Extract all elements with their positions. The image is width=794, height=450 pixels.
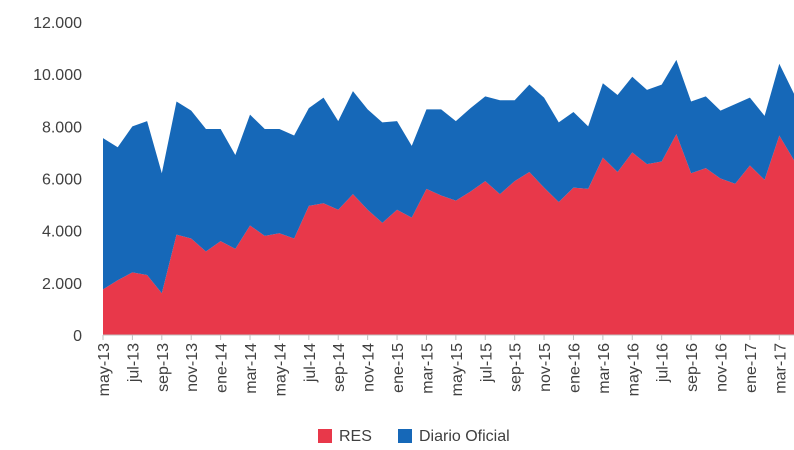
x-tick-label: nov-15 xyxy=(537,343,554,392)
y-tick-label: 4.000 xyxy=(42,224,82,241)
y-tick-label: 0 xyxy=(73,328,82,345)
area-series-res xyxy=(103,134,794,335)
legend-swatch xyxy=(398,429,412,443)
y-tick-label: 8.000 xyxy=(42,119,82,136)
x-tick-label: ene-16 xyxy=(566,343,583,393)
y-tick-label: 6.000 xyxy=(42,172,82,189)
y-tick-label: 12.000 xyxy=(33,15,82,32)
x-tick-label: sep-16 xyxy=(684,343,701,392)
legend-item-diario-oficial: Diario Oficial xyxy=(398,428,510,445)
y-tick-label: 10.000 xyxy=(33,67,82,84)
x-tick-label: jul-16 xyxy=(655,343,672,383)
x-tick-label: nov-16 xyxy=(713,343,730,392)
x-tick-label: ene-15 xyxy=(390,343,407,393)
legend-item-res: RES xyxy=(318,428,372,445)
x-tick-label: sep-13 xyxy=(155,343,172,392)
legend: RES Diario Oficial xyxy=(318,428,510,445)
x-tick-label: sep-15 xyxy=(508,343,525,392)
x-tick-label: may-14 xyxy=(272,343,289,396)
x-tick-label: sep-14 xyxy=(331,343,348,392)
x-tick-label: mar-17 xyxy=(772,343,789,394)
x-tick-label: jul-15 xyxy=(478,343,495,383)
x-tick-label: jul-14 xyxy=(302,343,319,383)
y-tick-label: 2.000 xyxy=(42,276,82,293)
x-tick-label: ene-17 xyxy=(743,343,760,393)
legend-label: RES xyxy=(339,428,372,445)
legend-swatch xyxy=(318,429,332,443)
x-tick-label: mar-14 xyxy=(243,343,260,394)
x-tick-label: may-15 xyxy=(449,343,466,396)
x-tick-label: nov-14 xyxy=(361,343,378,392)
area-series-diario-oficial xyxy=(103,59,794,294)
x-tick-label: nov-13 xyxy=(184,343,201,392)
x-tick-label: mar-16 xyxy=(596,343,613,394)
y-axis: 0 2.000 4.000 6.000 8.000 10.000 12.000 xyxy=(33,15,82,345)
legend-label: Diario Oficial xyxy=(419,428,510,445)
x-axis: may-13 jul-13 sep-13 nov-13 ene-14 mar-14 may-… xyxy=(96,334,794,396)
area-series-group xyxy=(103,59,794,335)
x-tick-label: may-16 xyxy=(625,343,642,396)
x-tick-label: ene-14 xyxy=(214,343,231,393)
x-tick-label: mar-15 xyxy=(419,343,436,394)
x-tick-label: may-13 xyxy=(96,343,113,396)
x-tick-label: jul-13 xyxy=(125,343,142,383)
